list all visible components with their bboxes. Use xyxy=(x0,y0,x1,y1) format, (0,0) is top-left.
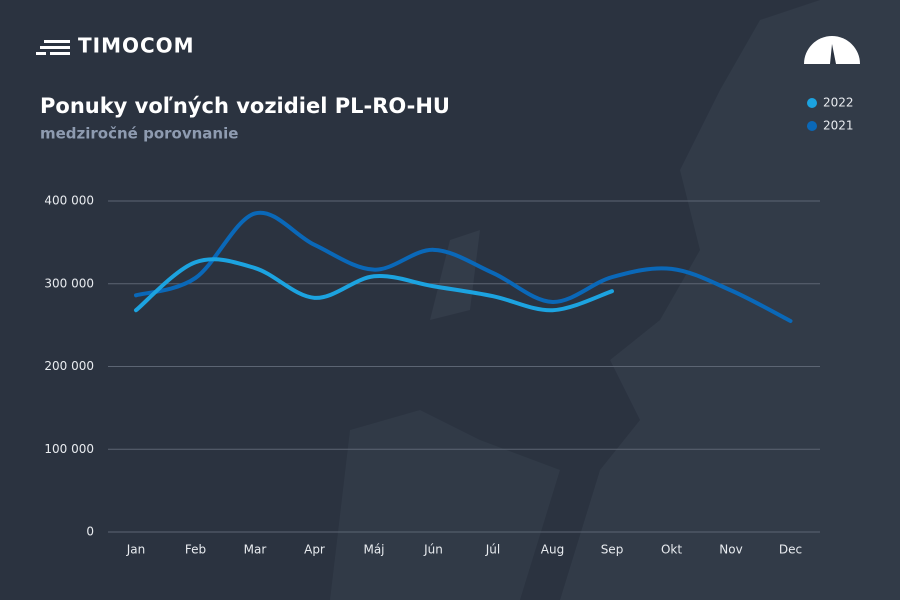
x-tick-label: Aug xyxy=(541,543,564,557)
x-tick-label: Okt xyxy=(661,543,682,557)
y-tick-label: 300 000 xyxy=(44,276,94,290)
y-tick-label: 400 000 xyxy=(44,194,94,208)
map-decoration xyxy=(560,0,900,600)
x-tick-label: Mar xyxy=(244,543,267,557)
x-tick-label: Apr xyxy=(304,543,325,557)
y-tick-label: 200 000 xyxy=(44,359,94,373)
legend-swatch xyxy=(807,98,817,108)
y-tick-label: 0 xyxy=(86,525,94,539)
line-series xyxy=(134,210,793,323)
x-tick-label: Jan xyxy=(126,543,146,557)
x-tick-label: Dec xyxy=(779,543,802,557)
x-tick-label: Feb xyxy=(185,543,206,557)
x-tick-label: Sep xyxy=(601,543,624,557)
map-decoration xyxy=(430,230,480,320)
y-tick-label: 100 000 xyxy=(44,442,94,456)
legend-label: 2021 xyxy=(823,119,854,133)
chart-subtitle: medziročné porovnanie xyxy=(40,125,238,143)
chart-title: Ponuky voľných vozidiel PL-RO-HU xyxy=(40,94,450,118)
x-tick-label: Máj xyxy=(363,543,384,557)
legend-swatch xyxy=(807,121,817,131)
x-tick-label: Júl xyxy=(485,543,500,557)
gauge-icon xyxy=(804,36,860,64)
x-tick-label: Nov xyxy=(719,543,742,557)
x-tick-label: Jún xyxy=(423,543,443,557)
map-decoration xyxy=(330,410,560,600)
line-series xyxy=(134,257,614,313)
logo-icon xyxy=(36,40,70,55)
legend-label: 2022 xyxy=(823,96,854,110)
brand: TIMOCOM xyxy=(78,34,195,58)
